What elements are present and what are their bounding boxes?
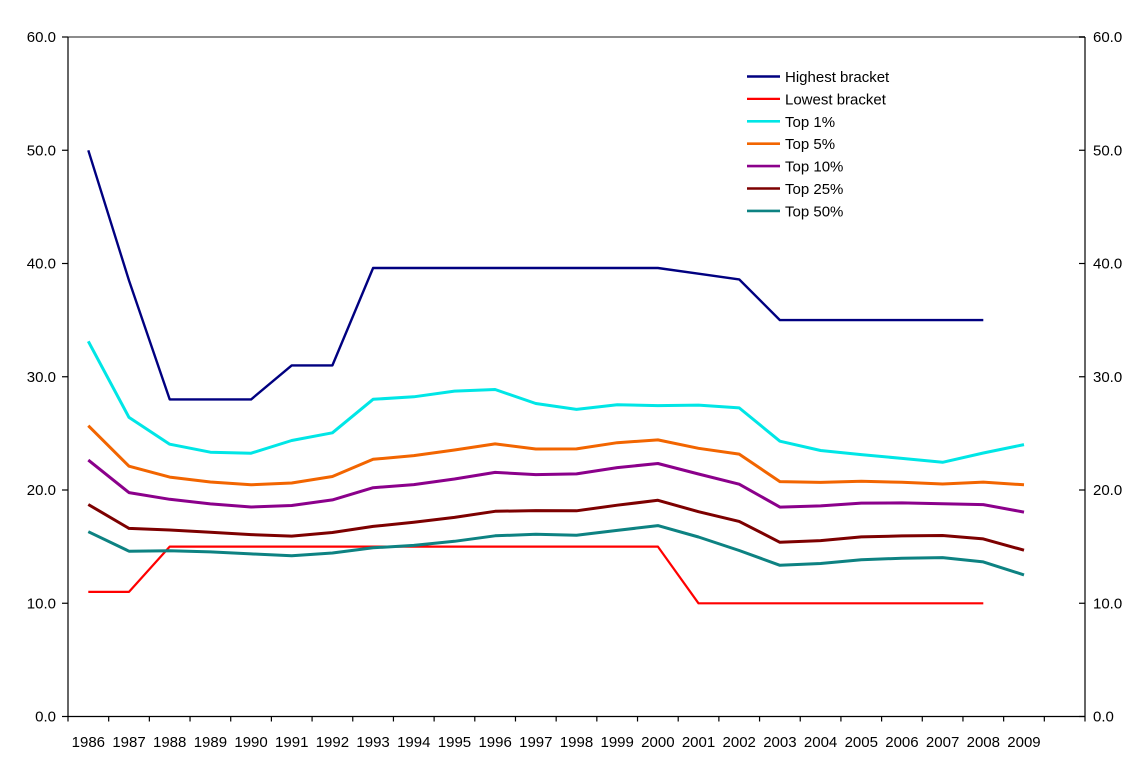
y-axis-left-label: 60.0 <box>27 29 56 46</box>
x-axis-label: 2006 <box>885 734 918 751</box>
legend-label-top-5: Top 5% <box>785 136 835 153</box>
legend-item-top-50: Top 50% <box>747 203 843 220</box>
x-axis-label: 1988 <box>153 734 186 751</box>
series-line-lowest-bracket <box>88 545 984 605</box>
x-axis-label: 2002 <box>723 734 756 751</box>
legend-label-top-10: Top 10% <box>785 159 843 176</box>
x-axis-label: 2009 <box>1007 734 1040 751</box>
y-axis-right-label: 40.0 <box>1093 256 1122 273</box>
x-axis-label: 2001 <box>682 734 715 751</box>
y-axis-right-label: 20.0 <box>1093 482 1122 499</box>
series-line-highest-bracket <box>87 149 984 401</box>
series-line-top-1 <box>86 340 1025 464</box>
x-axis-label: 1987 <box>112 734 145 751</box>
y-axis-left-label: 20.0 <box>27 482 56 499</box>
legend-label-lowest-bracket: Lowest bracket <box>785 91 887 108</box>
x-axis-label: 1990 <box>234 734 267 751</box>
series-line-top-10 <box>87 458 1025 514</box>
y-axis-right-label: 60.0 <box>1093 29 1122 46</box>
y-axis-left-label: 0.0 <box>35 709 56 726</box>
y-axis-right-label: 0.0 <box>1093 709 1114 726</box>
series-line-top-50 <box>87 524 1025 577</box>
y-axis-right-label: 30.0 <box>1093 369 1122 386</box>
legend-item-top-25: Top 25% <box>747 181 843 198</box>
x-axis-label: 1997 <box>519 734 552 751</box>
legend-label-top-25: Top 25% <box>785 181 843 198</box>
legend-label-top-50: Top 50% <box>785 203 843 220</box>
x-axis-label: 2003 <box>763 734 796 751</box>
y-axis-left-label: 40.0 <box>27 256 56 273</box>
y-axis-left-label: 30.0 <box>27 369 56 386</box>
legend-label-highest-bracket: Highest bracket <box>785 69 890 86</box>
x-axis-label: 2005 <box>845 734 878 751</box>
legend-item-top-1: Top 1% <box>747 114 835 131</box>
legend-item-top-10: Top 10% <box>747 159 843 176</box>
x-axis-label: 1993 <box>356 734 389 751</box>
series-line-top-5 <box>87 424 1025 487</box>
y-axis-left-label: 10.0 <box>27 595 56 612</box>
x-axis-label: 2008 <box>967 734 1000 751</box>
legend-item-lowest-bracket: Lowest bracket <box>747 91 887 108</box>
legend: Highest bracket Lowest bracket Top 1% Top 5… <box>747 69 890 220</box>
x-axis-label: 1998 <box>560 734 593 751</box>
legend-label-top-1: Top 1% <box>785 114 835 131</box>
legend-item-highest-bracket: Highest bracket <box>747 69 890 86</box>
x-axis-label: 1989 <box>194 734 227 751</box>
x-axis-label: 1995 <box>438 734 471 751</box>
y-axis-right-label: 10.0 <box>1093 595 1122 612</box>
series-line-top-25 <box>87 498 1025 552</box>
x-axis-label: 1992 <box>316 734 349 751</box>
legend-item-top-5: Top 5% <box>747 136 835 153</box>
y-axis-right-label: 50.0 <box>1093 142 1122 159</box>
x-axis-label: 1994 <box>397 734 430 751</box>
y-axis-left-label: 50.0 <box>27 142 56 159</box>
x-axis-label: 2004 <box>804 734 837 751</box>
x-axis-label: 2007 <box>926 734 959 751</box>
x-axis-label: 2000 <box>641 734 674 751</box>
x-axis-label: 1996 <box>478 734 511 751</box>
x-axis-label: 1991 <box>275 734 308 751</box>
x-axis-label: 1986 <box>72 734 105 751</box>
x-axis-label: 1999 <box>600 734 633 751</box>
